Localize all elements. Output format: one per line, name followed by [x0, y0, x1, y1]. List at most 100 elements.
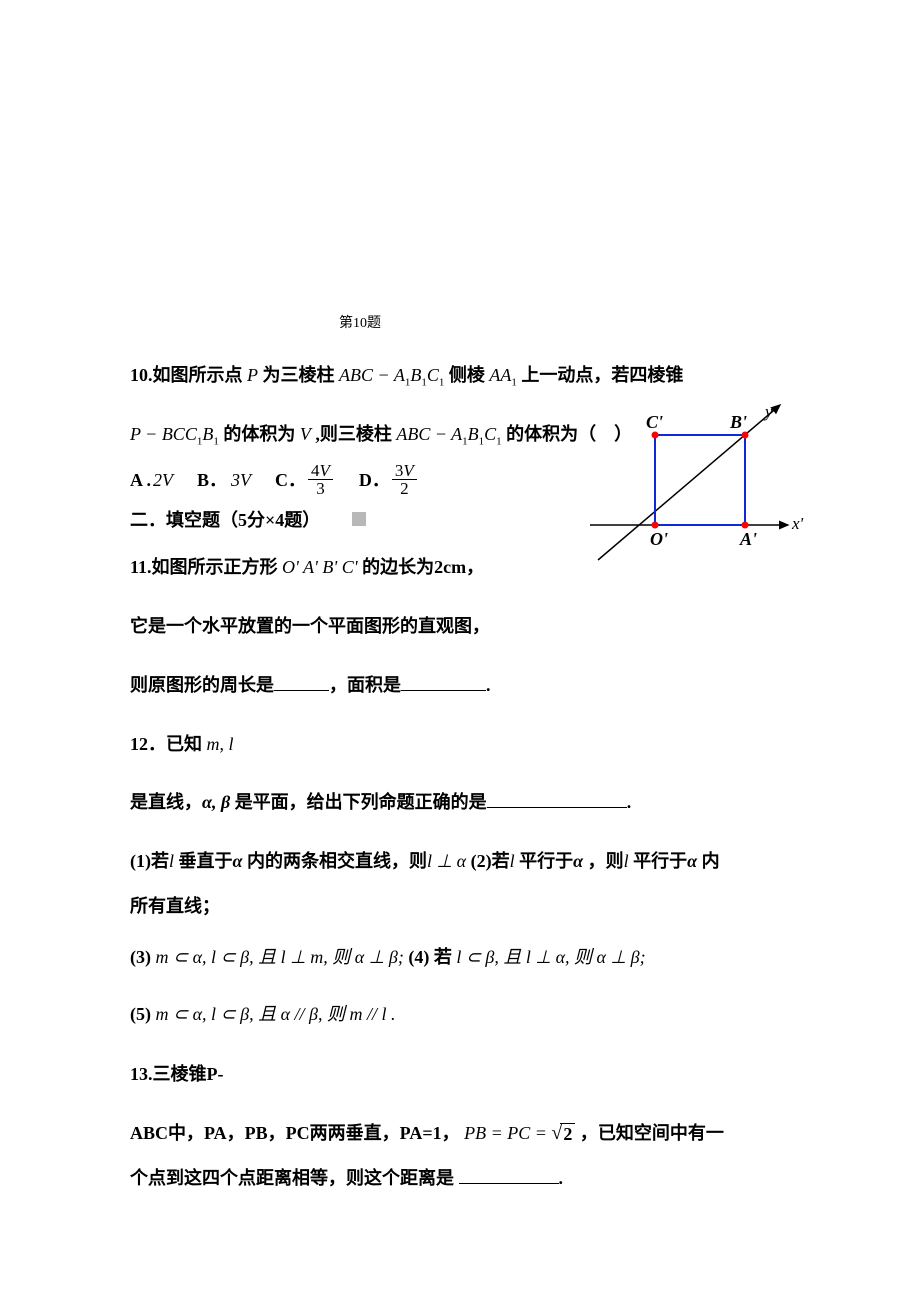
- opt-a: A . 2V: [130, 466, 173, 495]
- t: B．: [197, 466, 227, 495]
- t: ABC − A: [396, 424, 462, 444]
- t: l ⊥ α: [427, 851, 466, 871]
- t: 内: [702, 851, 720, 871]
- t: AA: [489, 365, 511, 385]
- lbl-x: x': [791, 514, 804, 533]
- t: 3: [313, 480, 328, 498]
- t: ，面积是: [329, 675, 401, 695]
- q12-line1: 12．已知 m, l: [130, 721, 790, 768]
- t: .: [627, 792, 632, 812]
- frac: 3V 2: [392, 462, 417, 499]
- t: (4) 若: [408, 947, 452, 967]
- q13-line2: ABC中，PA，PB，PC两两垂直，PA=1， PB = PC = √2 ，已知…: [130, 1110, 790, 1157]
- t: 的边长为2cm，: [362, 557, 484, 577]
- lbl-o: O': [650, 529, 668, 549]
- t: PB = PC =: [464, 1123, 551, 1143]
- t: ABC − A: [339, 365, 405, 385]
- lbl-b: B': [729, 412, 747, 432]
- t: m, l: [207, 734, 234, 754]
- t: 1: [511, 377, 517, 389]
- t: V: [320, 461, 330, 480]
- t: 上一动点，若四棱锥: [521, 365, 683, 385]
- pt-c: [652, 431, 659, 438]
- t: 垂直于: [179, 851, 233, 871]
- t: 11.如图所示正方形: [130, 557, 278, 577]
- t: 平行于: [633, 851, 687, 871]
- t: 2V: [153, 466, 173, 495]
- t: P: [247, 365, 258, 385]
- t: 平行于: [519, 851, 573, 871]
- q12-p1b: 所有直线；: [130, 883, 790, 930]
- t: 则原图形的周长是: [130, 675, 274, 695]
- t: 为三棱柱: [263, 365, 335, 385]
- opt-b: B． 3V: [197, 466, 251, 495]
- figure-caption-box: 第10题: [30, 130, 690, 340]
- square: [655, 435, 745, 525]
- q12-p5: (5) m ⊂ α, l ⊂ β, 且 α // β, 则 m // l .: [130, 991, 790, 1038]
- q12-p3: (3) m ⊂ α, l ⊂ β, 且 l ⊥ m, 则 α ⊥ β; (4) …: [130, 934, 790, 981]
- t: O' A' B' C': [282, 557, 358, 577]
- t: ，已知空间中有一: [580, 1123, 724, 1143]
- blank: [487, 789, 627, 808]
- t: α: [687, 851, 697, 871]
- q11-line2: 它是一个水平放置的一个平面图形的直观图，: [130, 603, 790, 650]
- q11-figure: C' B' O' A' x' y': [570, 397, 820, 567]
- t: 1: [439, 377, 445, 389]
- pt-b: [742, 431, 749, 438]
- t: P − BCC: [130, 424, 197, 444]
- t: α: [233, 851, 243, 871]
- t: α: [573, 851, 583, 871]
- t: .: [486, 675, 491, 695]
- blank: [401, 672, 486, 691]
- t: ,则三棱柱: [315, 424, 392, 444]
- t: ABC − A1B1C1: [339, 365, 449, 385]
- t: 侧棱: [449, 365, 485, 385]
- t: 的体积为: [223, 424, 295, 444]
- t: C: [427, 365, 439, 385]
- t: 12．已知: [130, 734, 202, 754]
- blank: [274, 672, 329, 691]
- t: l: [624, 851, 629, 871]
- t: B: [410, 365, 421, 385]
- t: .: [559, 1168, 564, 1188]
- t: 1: [213, 435, 219, 447]
- q10-line1: 10.如图所示点 P 为三棱柱 ABC − A1B1C1 侧棱 AA1 上一动点…: [130, 352, 790, 399]
- t: 10.如图所示点: [130, 365, 243, 385]
- t: 3V: [231, 466, 251, 495]
- t: (2)若: [471, 851, 510, 871]
- pt-o: [652, 521, 659, 528]
- t: C．: [275, 466, 306, 495]
- q12-line2: 是直线，α, β 是平面，给出下列命题正确的是.: [130, 779, 790, 826]
- t: A .: [130, 466, 151, 495]
- t: (5): [130, 1004, 151, 1024]
- t: ABC − A1B1C1: [396, 424, 506, 444]
- sqrt: √2: [551, 1123, 575, 1146]
- t: ABC中，PA，PB，PC两两垂直，PA=1，: [130, 1123, 460, 1143]
- t: V: [403, 461, 413, 480]
- q12-p1: (1)若l 垂直于α 内的两条相交直线，则l ⊥ α (2)若l 平行于α ，则…: [130, 838, 790, 885]
- t: 个点到这四个点距离相等，则这个距离是: [130, 1168, 454, 1188]
- t: B: [468, 424, 479, 444]
- t: 1: [496, 435, 502, 447]
- t: V: [300, 424, 311, 444]
- t: α, β: [202, 792, 230, 812]
- t: 是直线，: [130, 792, 202, 812]
- t: l: [169, 851, 174, 871]
- t: (3): [130, 947, 151, 967]
- t: m ⊂ α, l ⊂ β, 且 α // β, 则 m // l .: [156, 1004, 396, 1024]
- lbl-y: y': [763, 402, 777, 421]
- t: D．: [359, 466, 390, 495]
- t: l ⊂ β, 且 l ⊥ α, 则 α ⊥ β;: [456, 947, 645, 967]
- frac: 4V 3: [308, 462, 333, 499]
- lbl-a: A': [739, 529, 757, 549]
- t: 是平面，给出下列命题正确的是: [235, 792, 487, 812]
- lbl-c: C': [646, 412, 663, 432]
- t: B: [202, 424, 213, 444]
- q13-line3: 个点到这四个点距离相等，则这个距离是 .: [130, 1155, 790, 1202]
- q10-block: P − BCC1B1 的体积为 V ,则三棱柱 ABC − A1B1C1 的体积…: [130, 411, 790, 591]
- t: m ⊂ α, l ⊂ β, 且 l ⊥ m, 则 α ⊥ β;: [156, 947, 404, 967]
- pt-a: [742, 521, 749, 528]
- q11-line3: 则原图形的周长是 ，面积是.: [130, 662, 790, 709]
- blank: [459, 1165, 559, 1184]
- t: 2: [560, 1123, 575, 1146]
